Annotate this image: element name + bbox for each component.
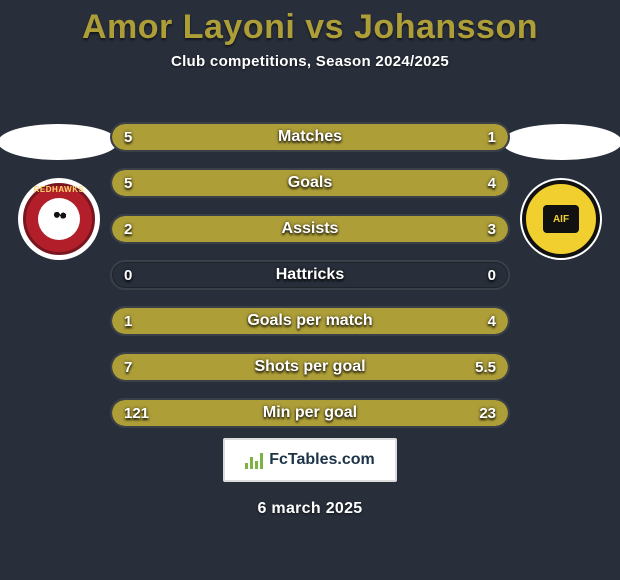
brand-chart-icon bbox=[245, 451, 263, 469]
page-title: Amor Layoni vs Johansson bbox=[0, 0, 620, 47]
stat-label: Hattricks bbox=[112, 262, 508, 288]
right-club-ellipse bbox=[502, 124, 620, 160]
right-club-badge: AIF bbox=[520, 178, 602, 260]
stat-row: 2Assists3 bbox=[110, 214, 510, 244]
stat-label: Matches bbox=[112, 124, 508, 150]
left-club-badge: REDHAWKS bbox=[18, 178, 100, 260]
stat-label: Goals bbox=[112, 170, 508, 196]
stat-row: 121Min per goal23 bbox=[110, 398, 510, 428]
stat-value-right: 3 bbox=[488, 216, 496, 242]
left-club-badge-text: REDHAWKS bbox=[18, 185, 100, 194]
stats-container: 5Matches15Goals42Assists30Hattricks01Goa… bbox=[110, 122, 510, 444]
stat-row: 0Hattricks0 bbox=[110, 260, 510, 290]
stat-value-right: 4 bbox=[488, 308, 496, 334]
stat-row: 5Matches1 bbox=[110, 122, 510, 152]
stat-value-right: 1 bbox=[488, 124, 496, 150]
stat-value-right: 4 bbox=[488, 170, 496, 196]
stat-value-right: 23 bbox=[479, 400, 496, 426]
stat-label: Assists bbox=[112, 216, 508, 242]
stat-row: 1Goals per match4 bbox=[110, 306, 510, 336]
brand-text: FcTables.com bbox=[269, 451, 375, 469]
stat-value-right: 5.5 bbox=[475, 354, 496, 380]
right-club-badge-text: AIF bbox=[553, 214, 569, 225]
stat-label: Shots per goal bbox=[112, 354, 508, 380]
stat-row: 7Shots per goal5.5 bbox=[110, 352, 510, 382]
footer-date: 6 march 2025 bbox=[0, 500, 620, 518]
stat-label: Min per goal bbox=[112, 400, 508, 426]
brand-badge: FcTables.com bbox=[223, 438, 397, 482]
stat-value-right: 0 bbox=[488, 262, 496, 288]
stat-row: 5Goals4 bbox=[110, 168, 510, 198]
left-club-ellipse bbox=[0, 124, 118, 160]
subtitle: Club competitions, Season 2024/2025 bbox=[0, 53, 620, 70]
stat-label: Goals per match bbox=[112, 308, 508, 334]
